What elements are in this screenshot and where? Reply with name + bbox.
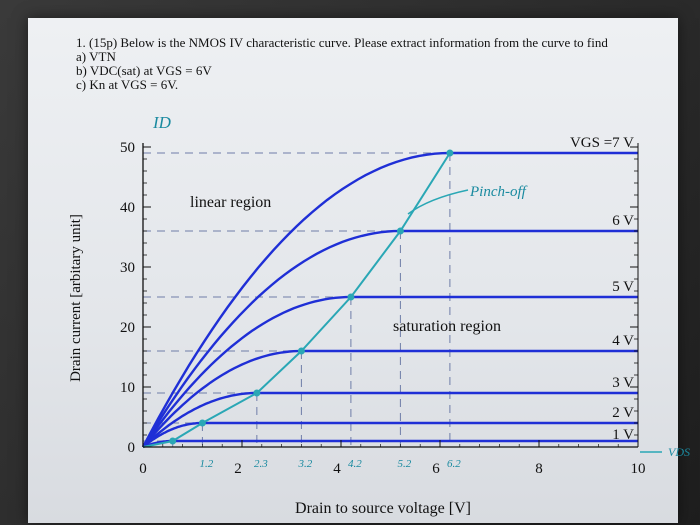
iv-curve xyxy=(142,421,638,448)
vgs-curve-label: 6 V xyxy=(612,213,634,229)
question-part-a: a) VTN xyxy=(76,49,116,64)
question-part-c: c) Kn at VGS = 6V. xyxy=(76,77,179,92)
saturation-point xyxy=(347,293,355,301)
vgs-curve-label: VGS =7 V xyxy=(570,135,634,151)
y-tick-label: 20 xyxy=(120,320,135,336)
vgs-curve-label: 3 V xyxy=(612,375,634,391)
pinch-off-handwritten-label: Pinch-off xyxy=(469,184,528,200)
x-tick-label: 8 xyxy=(535,461,543,477)
pinch-off-line xyxy=(142,152,451,448)
saturation-point xyxy=(297,347,305,355)
saturation-region-label: saturation region xyxy=(393,318,501,335)
saturation-point xyxy=(446,149,454,157)
iv-curve xyxy=(142,295,638,448)
y-axis-label: Drain current [arbitary unit] xyxy=(68,214,84,382)
question-title: 1. (15p) Below is the NMOS IV characteri… xyxy=(76,35,608,50)
saturation-point xyxy=(396,227,404,235)
iv-curve xyxy=(141,229,638,448)
saturation-point xyxy=(198,419,206,427)
question-text: 1. (15p) Below is the NMOS IV characteri… xyxy=(76,36,608,92)
vgs-curve-label: 1 V xyxy=(612,427,634,443)
y-tick-label: 50 xyxy=(120,140,135,156)
chart-labels: Drain current [arbitary unit] Drain to s… xyxy=(68,113,690,517)
x-tick-label: 6 xyxy=(432,461,440,477)
y-tick-label: 30 xyxy=(120,260,135,276)
saturation-point xyxy=(169,437,177,445)
vgs-curve-label: 2 V xyxy=(612,405,634,421)
handwritten-x-mark: 5.2 xyxy=(398,458,412,470)
iv-curve xyxy=(142,349,638,448)
iv-curve xyxy=(142,391,638,448)
x-tick-label: 4 xyxy=(333,461,341,477)
worksheet: 1. (15p) Below is the NMOS IV characteri… xyxy=(28,18,678,523)
saturation-point xyxy=(253,389,261,397)
question-part-b: b) VDC(sat) at VGS = 6V xyxy=(76,63,212,78)
x-tick-label: 10 xyxy=(631,461,646,477)
id-handwritten-label: ID xyxy=(152,113,172,132)
iv-curve xyxy=(141,151,638,448)
y-tick-label: 10 xyxy=(120,380,135,396)
y-tick-label: 0 xyxy=(128,440,136,456)
iv-curves: 1 V 2 V 3 V 4 V 5 V 6 V VGS =7 V xyxy=(141,135,638,449)
vgs-curve-label: 5 V xyxy=(612,279,634,295)
vgs-curve-label: 4 V xyxy=(612,333,634,349)
handwritten-x-mark: 2.3 xyxy=(254,458,268,470)
x-tick-label: 0 xyxy=(139,461,147,477)
handwritten-x-mark: 6.2 xyxy=(447,458,461,470)
handwritten-x-mark: 4.2 xyxy=(348,458,362,470)
handwritten-x-mark: 1.2 xyxy=(200,458,214,470)
vds-handwritten-label: VDS xyxy=(668,445,690,459)
pinch-off-curve: 1.2 2.3 3.2 4.2 5.2 6.2 xyxy=(142,149,662,470)
x-tick-label: 2 xyxy=(234,461,242,477)
handwritten-x-mark: 3.2 xyxy=(298,458,313,470)
axes: 0 10 20 30 40 50 0 8 10 2 4 6 xyxy=(120,140,646,477)
grid-lines xyxy=(143,152,451,447)
y-tick-label: 40 xyxy=(120,200,135,216)
iv-curve xyxy=(142,439,638,449)
pinch-off-arrow xyxy=(407,189,469,215)
x-axis-label: Drain to source voltage [V] xyxy=(295,500,471,517)
linear-region-label: linear region xyxy=(190,194,271,211)
